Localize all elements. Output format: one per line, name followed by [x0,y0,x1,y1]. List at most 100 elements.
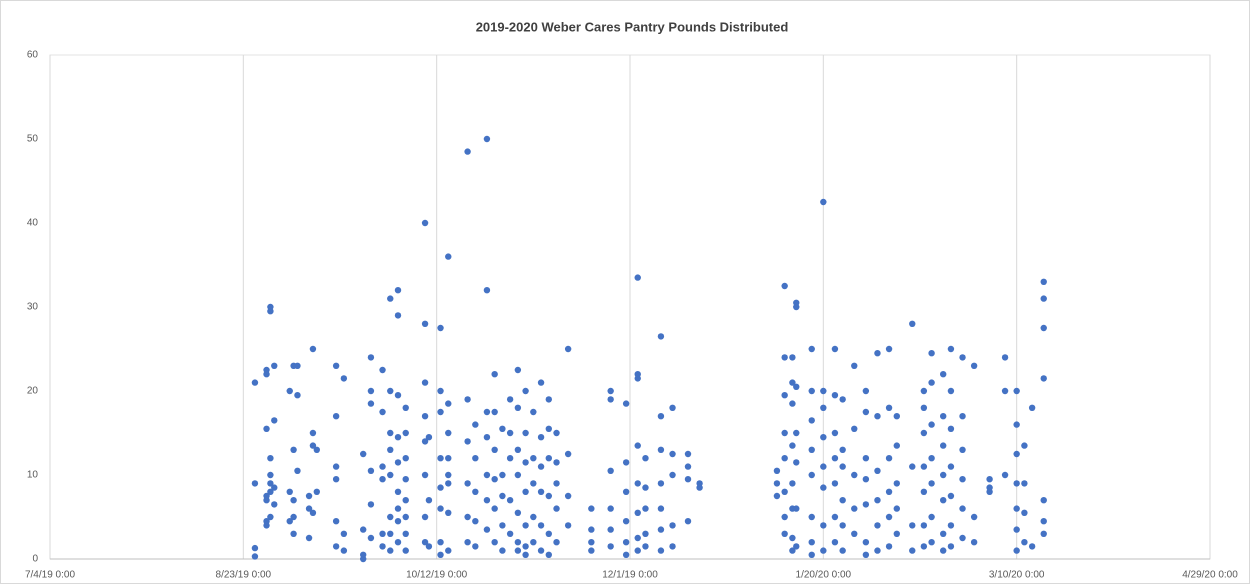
point [657,333,665,340]
point [793,383,800,390]
point [437,408,444,416]
point [789,379,796,386]
point [808,387,815,395]
point [1021,539,1028,546]
point [421,438,429,445]
point [1040,530,1047,537]
point [928,480,935,487]
point [530,513,537,521]
point [537,434,545,441]
point [332,543,340,550]
point [437,484,444,491]
point [1040,324,1047,332]
point [530,408,537,416]
point [379,366,386,374]
point [793,543,800,550]
y-tick-label: 60 [27,50,39,61]
point [773,467,781,474]
point [781,488,788,495]
point [251,379,259,386]
point [808,417,815,424]
point [684,518,692,525]
point [305,492,313,500]
point [553,480,560,487]
x-tick-label: 7/4/19 0:00 [25,570,75,581]
point [669,450,676,458]
point [437,455,444,462]
point [920,543,928,550]
point [394,287,402,294]
point [483,497,491,504]
point [1013,421,1020,428]
point [669,522,676,529]
point [970,539,978,546]
point [634,274,641,281]
point [893,530,900,537]
point [862,551,870,558]
point [445,480,452,487]
point [947,522,955,529]
point [1013,480,1020,487]
point [545,425,552,432]
point [305,505,313,512]
point [267,488,274,495]
point [506,530,514,537]
point [839,396,846,403]
point [874,467,881,474]
point [537,463,545,470]
point [588,547,595,554]
point [920,404,928,411]
point [402,513,409,521]
point [545,396,552,403]
point [402,497,409,504]
y-tick-label: 50 [27,134,39,145]
point [839,547,846,554]
point [379,408,386,416]
point [789,534,796,542]
point [851,471,858,479]
point [286,387,293,395]
point [839,463,846,470]
point [1040,497,1047,504]
point [928,513,935,521]
point [367,387,375,395]
point [928,455,935,462]
point [530,539,537,546]
point [251,553,259,560]
point [622,488,630,495]
point [522,387,529,395]
point [781,392,788,399]
point [920,463,928,470]
point [1040,518,1047,525]
point [514,509,522,516]
point [851,425,858,432]
point [1040,278,1047,285]
point [305,534,313,542]
point [1001,387,1009,395]
point [789,442,796,449]
x-tick-label: 1/20/20 0:00 [796,570,852,581]
point [286,488,293,495]
point [290,530,297,537]
point [367,354,375,361]
point [402,455,409,462]
point [607,543,614,550]
point [885,455,893,462]
point [607,505,614,512]
point [445,429,452,437]
point [634,534,641,542]
point [464,480,471,487]
point [820,198,827,206]
point [387,530,394,537]
point [928,539,935,546]
point [986,476,993,483]
point [545,492,552,500]
point [545,455,552,462]
point [920,429,928,437]
point [271,417,278,424]
point [634,442,641,449]
point [793,459,800,466]
point [294,467,301,474]
x-tick-label: 4/29/20 0:00 [1182,570,1238,581]
